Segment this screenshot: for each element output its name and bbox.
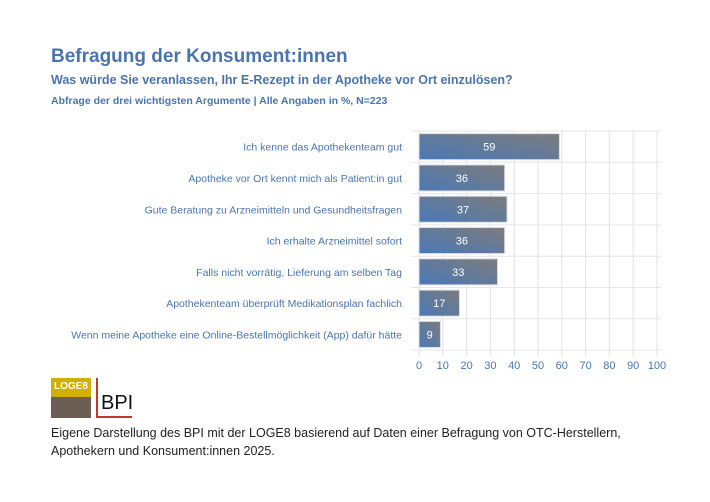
bar [418,133,560,161]
x-tick-label: 50 [532,360,544,372]
bar-value-label: 36 [456,236,468,248]
category-label: Ich erhalte Arzneimittel sofort [267,236,402,248]
category-label: Falls nicht vorrätig, Lieferung am selbe… [196,267,402,279]
bpi-logo: BPI [96,378,133,418]
footer-source: Eigene Darstellung des BPI mit der LOGE8… [51,426,621,458]
bar [418,258,499,286]
bar-value-label: 36 [456,173,468,185]
category-label: Gute Beratung zu Arzneimitteln und Gesun… [145,204,403,216]
x-tick-label: 80 [603,360,615,372]
x-tick-label: 30 [484,360,496,372]
category-label: Apotheke vor Ort kennt mich als Patient:… [188,173,402,185]
bar [418,195,508,223]
chart-note: Abfrage der drei wichtigsten Argumente |… [51,95,388,107]
x-tick-label: 40 [508,360,520,372]
x-tick-label: 10 [437,360,449,372]
x-tick-label: 90 [627,360,639,372]
bar-value-label: 9 [427,329,433,341]
bar-value-label: 33 [452,267,464,279]
bar-value-label: 59 [483,142,495,154]
category-label: Wenn meine Apotheke eine Online-Bestellm… [71,329,402,341]
bar-value-label: 37 [457,204,469,216]
x-tick-label: 60 [556,360,568,372]
chart-title: Befragung der Konsument:innen [51,46,348,67]
bar [418,320,441,348]
category-label: Apothekenteam überprüft Medikationsplan … [166,298,402,310]
x-tick-label: 0 [416,360,422,372]
bar [418,289,460,317]
x-tick-label: 70 [579,360,591,372]
category-label: Ich kenne das Apothekenteam gut [243,142,402,154]
bar [418,227,506,255]
bar [418,164,506,192]
chart-subtitle: Was würde Sie veranlassen, Ihr E-Rezept … [51,73,513,87]
loge8-logo: LOGE8 [51,378,91,418]
bar-value-label: 17 [433,298,445,310]
x-tick-label: 20 [460,360,472,372]
x-tick-label: 100 [648,360,666,372]
